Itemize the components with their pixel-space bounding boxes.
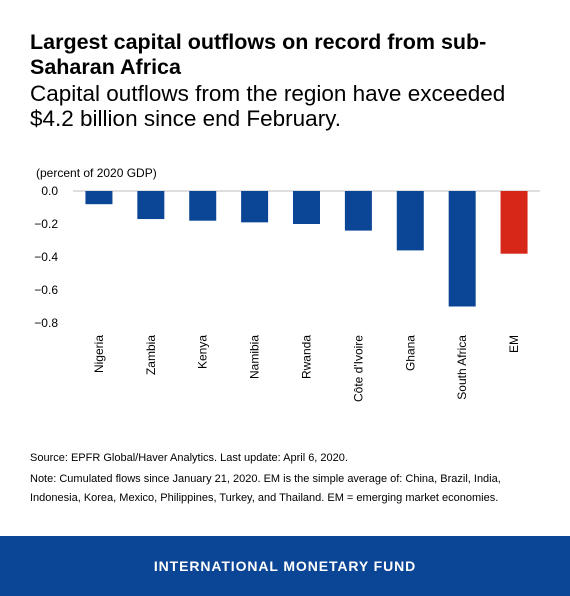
bar-rwanda (293, 191, 320, 224)
x-tick-label: Ghana (403, 335, 417, 371)
bar-namibia (241, 191, 269, 223)
bar-c-te-d-ivoire (344, 191, 372, 231)
footnote: Note: Cumulated flows since January 21, … (30, 473, 501, 504)
x-tick-label: Rwanda (300, 335, 314, 379)
bar-em (500, 191, 528, 254)
bar-kenya (189, 191, 217, 221)
x-tick-label: Zambia (144, 335, 158, 375)
x-tick-label: South Africa (455, 335, 469, 400)
bar-zambia (137, 191, 165, 220)
y-tick-label: −0.8 (34, 316, 58, 330)
chart-title: Largest capital outflows on record from … (30, 30, 487, 79)
bar-ghana (396, 191, 424, 251)
footer-bar: INTERNATIONAL MONETARY FUND (0, 536, 570, 596)
chart-subtitle: Capital outflows from the region have ex… (30, 81, 506, 131)
y-axis: 0.0 −0.2 −0.4 −0.6 −0.8 (34, 184, 58, 330)
x-axis-labels: Nigeria Zambia Kenya Namibia Rwanda Côte d'Iv… (92, 335, 521, 402)
x-tick-label: EM (507, 335, 521, 353)
imf-brand: INTERNATIONAL MONETARY FUND (153, 558, 417, 574)
y-tick-label: −0.2 (34, 217, 58, 231)
x-tick-label: Nigeria (92, 335, 106, 373)
x-tick-label: Côte d'Ivoire (351, 335, 365, 402)
bars-group (85, 191, 528, 307)
bar-nigeria (85, 191, 113, 205)
x-tick-label: Namibia (248, 335, 262, 379)
y-tick-label: −0.4 (34, 250, 58, 264)
source-note: Source: EPFR Global/Haver Analytics. Las… (30, 452, 348, 464)
x-tick-label: Kenya (196, 335, 210, 369)
bar-south-africa (448, 191, 476, 307)
bar-chart: (percent of 2020 GDP) 0.0 −0.2 −0.4 −0.6 −0.… (34, 166, 540, 402)
y-tick-label: 0.0 (41, 184, 58, 198)
unit-label: (percent of 2020 GDP) (36, 166, 157, 180)
y-tick-label: −0.6 (34, 283, 58, 297)
